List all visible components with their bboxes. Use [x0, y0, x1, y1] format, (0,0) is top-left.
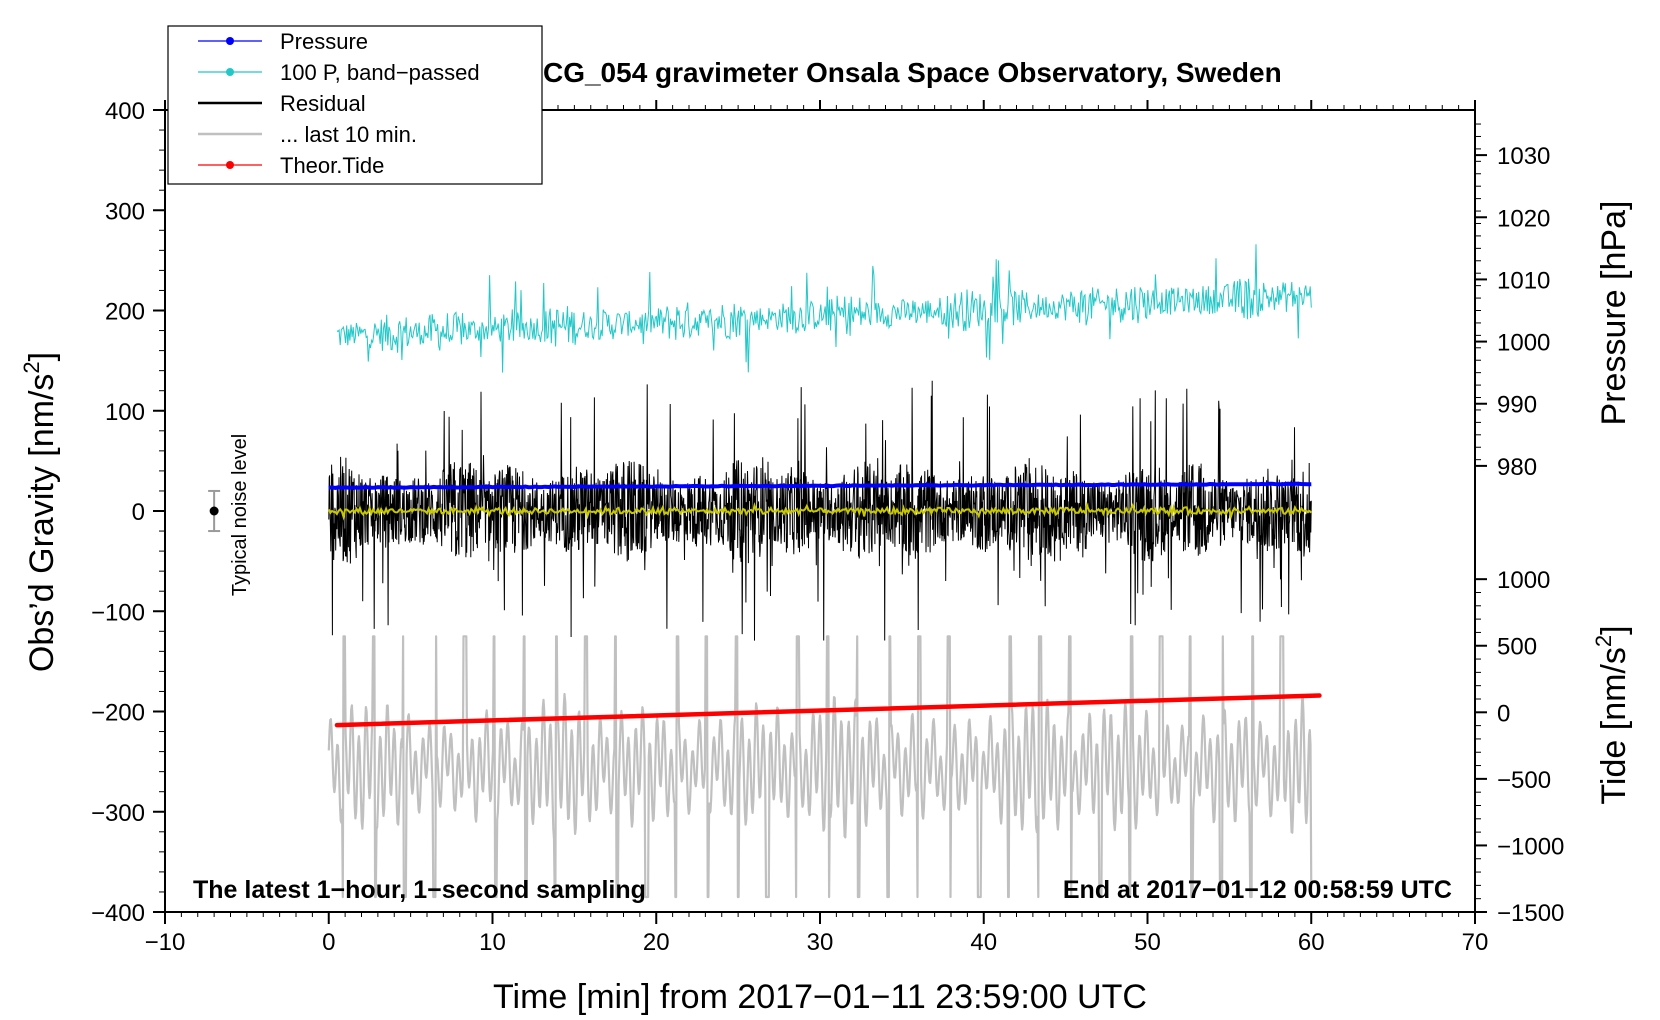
series-tide-line	[334, 693, 1322, 728]
pressure-tick-label: 1030	[1497, 143, 1550, 170]
y-axis-title-main: Obs’d Gravity [nm/s	[23, 374, 61, 673]
tide-axis-title-end: ]	[1595, 625, 1633, 634]
tide-tick-label: 1000	[1497, 567, 1550, 594]
legend-label: Residual	[280, 91, 366, 116]
legend-label: 100 P, band−passed	[280, 60, 480, 85]
y-tick-label: 0	[132, 499, 145, 526]
tide-tick-label: −1500	[1497, 900, 1564, 927]
x-tick-label: 60	[1298, 929, 1325, 956]
chart-title: SCG_054 gravimeter Onsala Space Observat…	[524, 57, 1281, 88]
noise-label: Typical noise level	[229, 434, 251, 596]
x-tick-label: 0	[322, 929, 335, 956]
legend-label: Theor.Tide	[280, 153, 384, 178]
pressure-tick-label: 1020	[1497, 205, 1550, 232]
axes-layer: −10 0 10 20 30 40 50 60 704003002001000−100−200−…	[91, 98, 1564, 956]
x-tick-label: −10	[145, 929, 186, 956]
y-tick-label: 400	[105, 98, 145, 125]
y-axis-title-sup: 2	[19, 361, 44, 373]
legend-marker	[226, 68, 234, 76]
legend-marker	[226, 37, 234, 45]
tide-axis-title: Tide [nm/s2]	[1591, 625, 1633, 804]
y-axis-title: Obs’d Gravity [nm/s2]	[19, 352, 61, 672]
legend-label: ... last 10 min.	[280, 122, 417, 147]
series-residual-line	[328, 380, 1312, 641]
pressure-tick-label: 1010	[1497, 267, 1550, 294]
legend: Pressure 100 P, band−passed Residual ... la…	[167, 25, 543, 185]
y-tick-label: 200	[105, 299, 145, 326]
pressure-axis-title: Pressure [hPa]	[1595, 201, 1633, 426]
tide-tick-label: 0	[1497, 700, 1510, 727]
legend-marker	[226, 161, 234, 169]
y-tick-label: 300	[105, 198, 145, 225]
annotation-sampling: The latest 1−hour, 1−second sampling	[193, 876, 646, 904]
legend-label: Pressure	[280, 29, 368, 54]
tide-axis-title-sup: 2	[1591, 635, 1616, 647]
noise-indicator	[208, 489, 221, 533]
series-residual-smoothed-line	[327, 501, 1312, 521]
x-tick-label: 20	[643, 929, 670, 956]
tide-tick-label: 500	[1497, 634, 1537, 661]
series-layer	[327, 244, 1322, 899]
x-tick-label: 70	[1462, 929, 1489, 956]
annotation-end-time: End at 2017−01−12 00:58:59 UTC	[1063, 876, 1452, 904]
y-tick-label: −400	[91, 900, 145, 927]
y-tick-label: −200	[91, 700, 145, 727]
x-tick-label: 40	[970, 929, 997, 956]
noise-center-dot	[209, 506, 219, 516]
x-tick-label: 10	[479, 929, 506, 956]
series-last-10-min-line	[327, 635, 1313, 899]
y-tick-label: −300	[91, 800, 145, 827]
series-pressure-line	[328, 481, 1312, 491]
series-band-passed-line	[336, 244, 1312, 373]
pressure-tick-label: 1000	[1497, 330, 1550, 357]
pressure-tick-label: 990	[1497, 392, 1537, 419]
pressure-tick-label: 980	[1497, 454, 1537, 481]
x-axis-title: Time [min] from 2017−01−11 23:59:00 UTC	[493, 978, 1147, 1016]
y-tick-label: −100	[91, 599, 145, 626]
x-tick-label: 50	[1134, 929, 1161, 956]
tide-tick-label: −1000	[1497, 833, 1564, 860]
tide-tick-label: −500	[1497, 767, 1551, 794]
tide-axis-title-main: Tide [nm/s	[1595, 647, 1633, 804]
legend-box	[167, 25, 543, 185]
x-tick-label: 30	[807, 929, 834, 956]
y-tick-label: 100	[105, 399, 145, 426]
y-axis-title-end: ]	[23, 352, 61, 361]
